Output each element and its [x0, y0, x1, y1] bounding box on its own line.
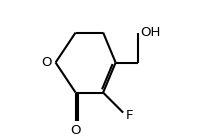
Text: OH: OH: [141, 26, 161, 39]
Text: F: F: [126, 109, 133, 122]
Text: O: O: [70, 124, 81, 137]
Text: O: O: [41, 56, 52, 69]
